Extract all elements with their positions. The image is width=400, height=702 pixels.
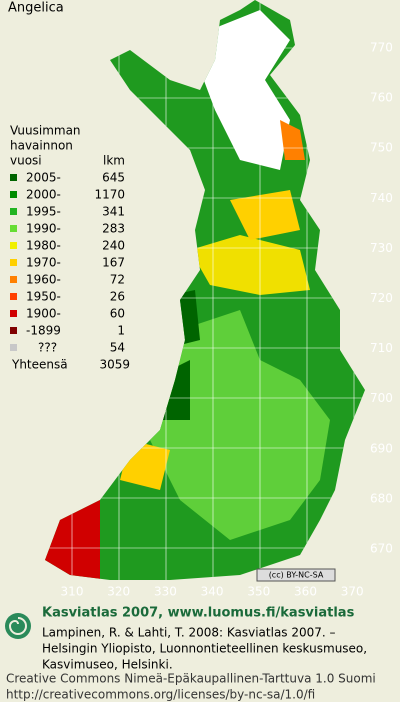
legend-swatch	[10, 242, 17, 249]
axis-label-right: 740	[370, 191, 393, 205]
axis-label-right: 670	[370, 542, 393, 556]
legend-count: 341	[102, 205, 125, 219]
legend-swatch	[10, 276, 17, 283]
legend-swatch	[10, 293, 17, 300]
legend-count: 283	[102, 222, 125, 236]
axis-label-bottom: 320	[107, 585, 130, 599]
axis-label-right: 720	[370, 291, 393, 305]
license-badge-text: (cc) BY-NC-SA	[269, 571, 324, 580]
axis-label-right: 680	[370, 491, 393, 505]
legend-swatch	[10, 191, 17, 198]
legend-year: 2000-	[26, 188, 61, 202]
legend-swatch	[10, 174, 17, 181]
axis-label-bottom: 360	[294, 585, 317, 599]
legend-swatch	[10, 225, 17, 232]
legend-count: 26	[110, 290, 125, 304]
axis-label-bottom: 340	[201, 585, 224, 599]
axis-label-right: 700	[370, 391, 393, 405]
legend-count-header: lkm	[103, 154, 125, 168]
axis-label-bottom: 350	[247, 585, 270, 599]
legend-count: 60	[110, 307, 125, 321]
legend-year: 1950-	[26, 290, 61, 304]
legend-count: 645	[102, 171, 125, 185]
legend-swatch	[10, 310, 17, 317]
license-line: Creative Commons Nimeä-Epäkaupallinen-Ta…	[6, 672, 376, 686]
axis-label-right: 750	[370, 141, 393, 155]
axis-label-right: 770	[370, 41, 393, 55]
axis-label-right: 710	[370, 341, 393, 355]
title: Angelica	[8, 1, 64, 16]
legend-total-label: Yhteensä	[11, 358, 68, 372]
axis-label-bottom: 310	[61, 585, 84, 599]
legend-year: 1995-	[26, 205, 61, 219]
legend-year: 1900-	[26, 307, 61, 321]
citation-line: Lampinen, R. & Lahti, T. 2008: Kasviatla…	[42, 626, 336, 640]
axis-label-right: 760	[370, 91, 393, 105]
legend-year: 2005-	[26, 171, 61, 185]
legend-year: 1970-	[26, 256, 61, 270]
license-badge	[256, 568, 336, 582]
legend-year: 1990-	[26, 222, 61, 236]
citation-line: Helsingin Yliopisto, Luonnontieteellinen…	[42, 642, 367, 656]
legend-total: 3059	[99, 358, 130, 372]
legend-swatch	[10, 208, 17, 215]
legend-heading: havainnon	[10, 139, 73, 153]
legend-swatch	[10, 327, 17, 334]
legend-count: 1	[117, 324, 125, 338]
legend-count: 240	[102, 239, 125, 253]
legend-count: 72	[110, 273, 125, 287]
axis-label-right: 730	[370, 241, 393, 255]
legend-heading: Vuusimman	[10, 124, 81, 138]
legend-count: 54	[110, 341, 125, 355]
legend-swatch	[10, 259, 17, 266]
legend-count: 1170	[94, 188, 125, 202]
logo	[5, 613, 31, 639]
axis-label-right: 690	[370, 441, 393, 455]
legend-year: -1899	[26, 324, 61, 338]
legend-count: 167	[102, 256, 125, 270]
footer-title: Kasviatlas 2007, www.luomus.fi/kasviatla…	[42, 606, 355, 621]
axis-label-bottom: 330	[154, 585, 177, 599]
legend-year-header: vuosi	[10, 154, 42, 168]
license-line: http://creativecommons.org/licenses/by-n…	[6, 688, 315, 702]
legend-year: 1960-	[26, 273, 61, 287]
legend-swatch	[10, 344, 17, 351]
legend-year: ???	[38, 341, 57, 355]
axis-label-bottom: 370	[341, 585, 364, 599]
legend-year: 1980-	[26, 239, 61, 253]
citation-line: Kasvimuseo, Helsinki.	[42, 658, 173, 672]
